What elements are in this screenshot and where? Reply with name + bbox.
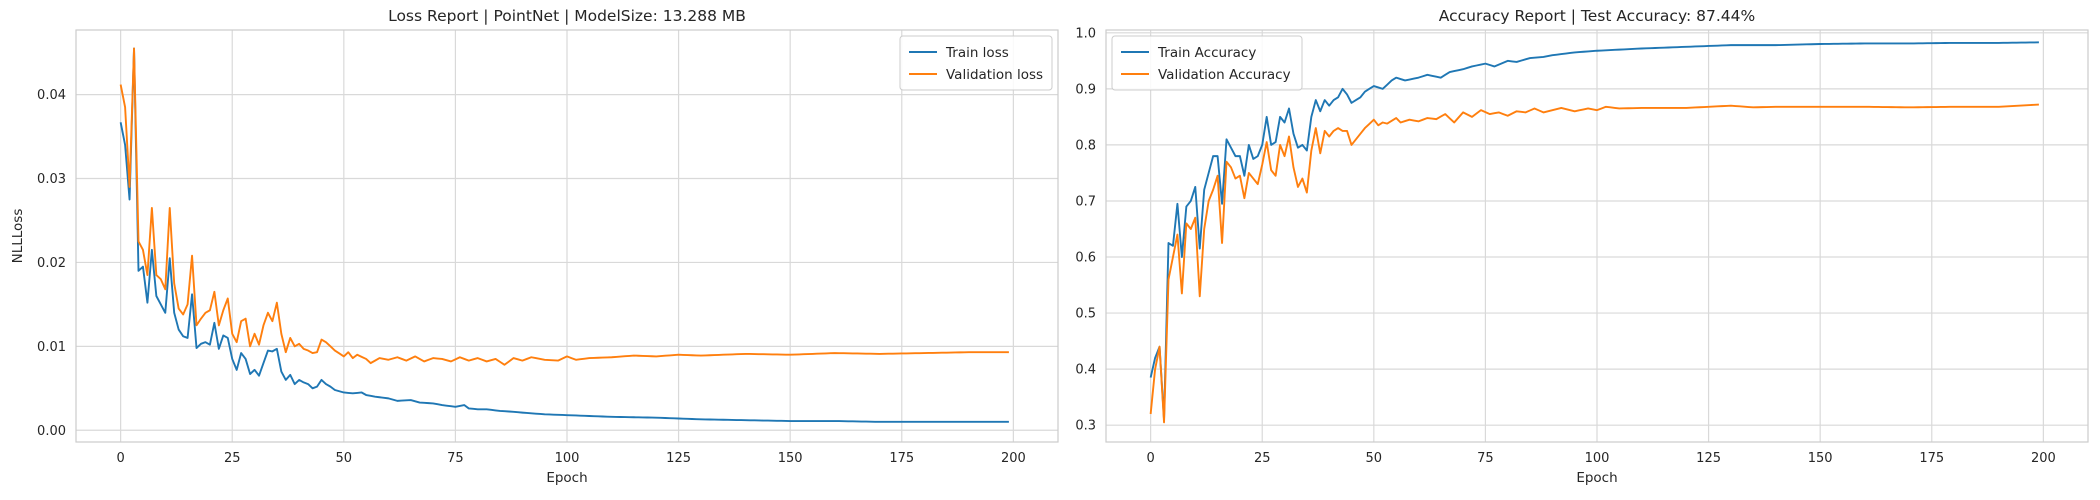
- chart0-frame: [75, 29, 1059, 443]
- chart0-legend-label: Validation loss: [946, 67, 1043, 83]
- loss-chart: 0 25 50 75 100 125 150 175 200 0.00 0.01 0.02 0.03 0.…: [10, 7, 1059, 486]
- chart1-x-tick-label: 75: [1477, 451, 1494, 466]
- chart0-y-tick-label: 0.03: [37, 172, 66, 187]
- chart1-y-tick-label: 0.8: [1075, 138, 1096, 153]
- chart1-y-tick-label: 0.7: [1075, 194, 1096, 209]
- chart0-y-axis-label: NLLLoss: [10, 209, 26, 264]
- chart1-y-tick-label: 0.5: [1075, 307, 1096, 322]
- chart1-x-tick-label: 150: [1808, 451, 1833, 466]
- chart0-x-tick-label: 175: [889, 451, 914, 466]
- chart0-y-tick-label: 0.01: [37, 340, 66, 355]
- chart0-x-tick-label: 0: [116, 451, 124, 466]
- chart1-legend-box: [1111, 35, 1303, 91]
- chart1-x-tick-label: 50: [1366, 451, 1383, 466]
- chart1-legend-label: Validation Accuracy: [1158, 67, 1291, 83]
- chart1-x-tick-label: 0: [1146, 451, 1154, 466]
- chart1-x-tick-label: 200: [2031, 451, 2056, 466]
- chart1-series-line-validation: [1149, 103, 2039, 424]
- chart0-y-tick-label: 0.00: [37, 424, 66, 439]
- chart0-legend-box: [899, 35, 1053, 91]
- chart0-x-axis-label: Epoch: [546, 470, 587, 486]
- accuracy-chart: 0 25 50 75 100 125 150 175 200 0.3 0.4 0.5 0.6 0.7 0.8…: [1075, 7, 2089, 486]
- chart0-legend-label: Train loss: [945, 45, 1009, 61]
- chart0-y-tick-label: 0.04: [37, 88, 66, 103]
- chart1-y-tick-label: 0.3: [1075, 419, 1096, 434]
- chart1-x-tick-label: 125: [1696, 451, 1721, 466]
- chart0-title: Loss Report | PointNet | ModelSize: 13.2…: [388, 7, 746, 25]
- chart0-x-tick-label: 50: [336, 451, 353, 466]
- chart0-y-tick-label: 0.02: [37, 256, 66, 271]
- chart0-x-tick-label: 200: [1001, 451, 1026, 466]
- chart0-legend: Train loss Validation loss: [899, 35, 1053, 91]
- chart1-title: Accuracy Report | Test Accuracy: 87.44%: [1439, 7, 1756, 25]
- chart1-y-tick-label: 0.6: [1075, 251, 1096, 266]
- chart1-x-tick-label: 100: [1585, 451, 1610, 466]
- chart0-x-tick-label: 75: [447, 451, 464, 466]
- chart1-x-tick-label: 25: [1254, 451, 1271, 466]
- chart1-legend: Train Accuracy Validation Accuracy: [1111, 35, 1303, 91]
- chart0-series-line-train: [119, 47, 1009, 423]
- chart1-series-line-train: [1149, 41, 2039, 421]
- chart0-x-tick-label: 150: [778, 451, 803, 466]
- chart0-x-tick-label: 125: [666, 451, 691, 466]
- chart0-series-line-validation: [119, 47, 1009, 366]
- chart1-frame: [1105, 29, 2089, 443]
- chart1-y-tick-label: 0.9: [1075, 82, 1096, 97]
- chart1-y-tick-label: 1.0: [1075, 26, 1096, 41]
- chart0-x-tick-label: 100: [555, 451, 580, 466]
- chart1-legend-label: Train Accuracy: [1157, 45, 1256, 61]
- chart1-x-tick-label: 175: [1919, 451, 1944, 466]
- chart1-x-axis-label: Epoch: [1576, 470, 1617, 486]
- chart0-x-tick-label: 25: [224, 451, 241, 466]
- chart1-y-tick-label: 0.4: [1075, 363, 1096, 378]
